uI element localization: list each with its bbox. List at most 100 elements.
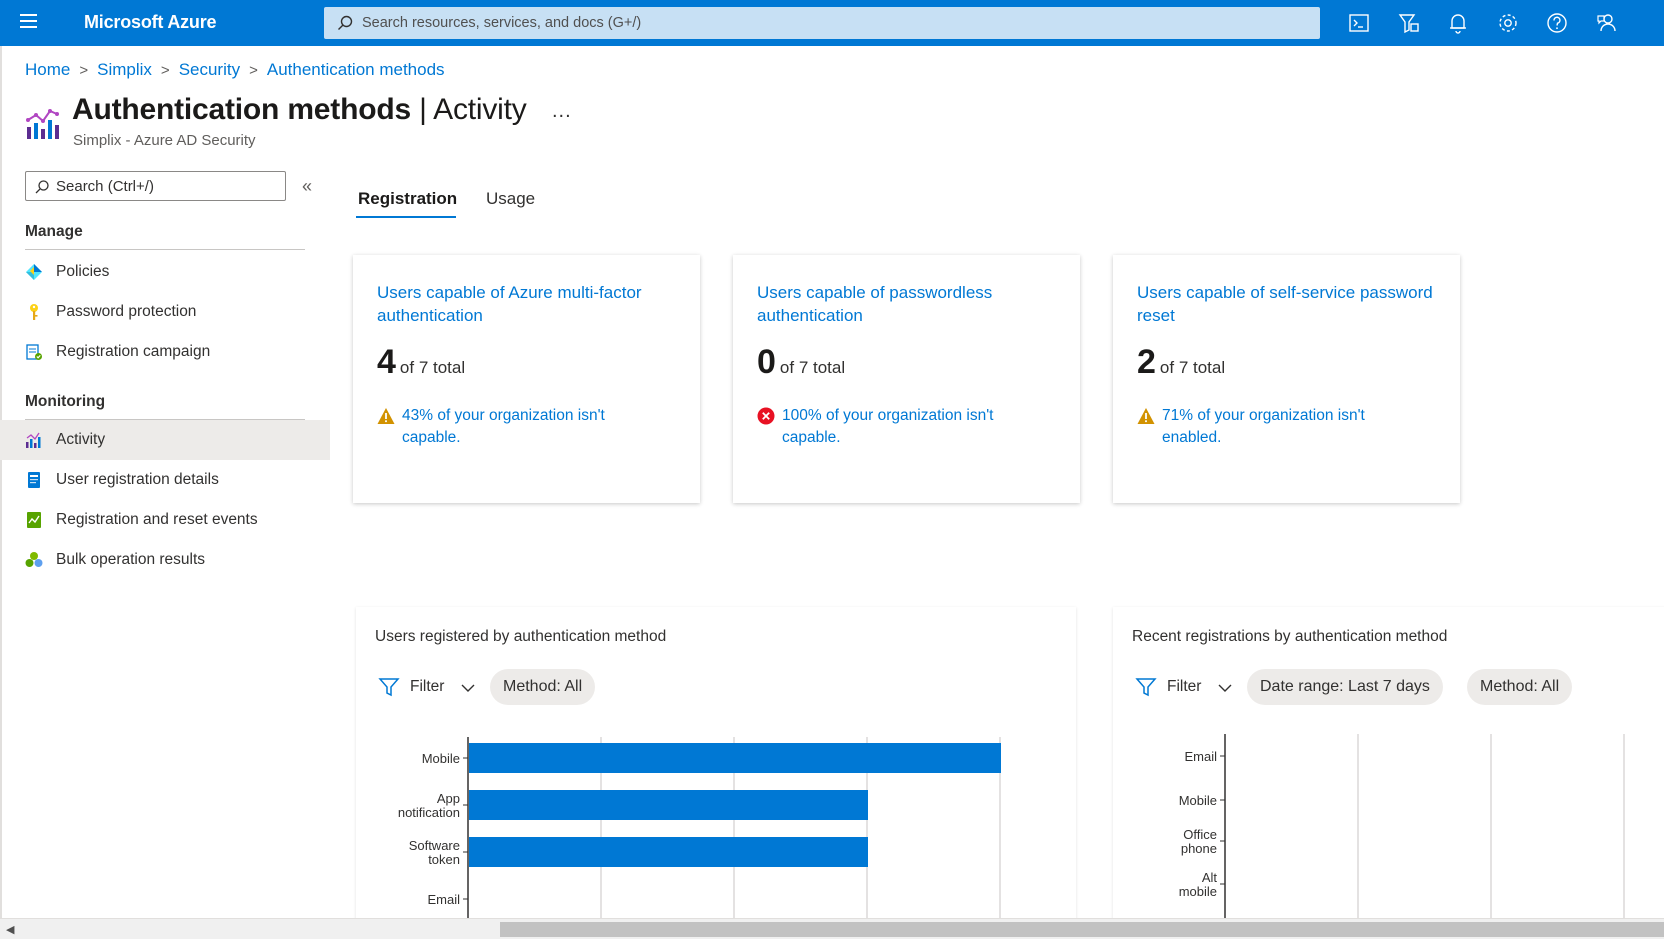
bar[interactable]: [469, 790, 868, 820]
panel-users-registered: Users registered by authentication metho…: [356, 607, 1076, 923]
sidebar-item-label: Policies: [56, 263, 110, 280]
filter-label: Filter: [1167, 678, 1202, 695]
breadcrumb: Home > Simplix > Security > Authentication met…: [25, 60, 445, 80]
portal-menu-icon[interactable]: [20, 14, 37, 28]
tick-label: Alt: [1202, 870, 1218, 885]
card-count-total: of 7 total: [779, 358, 846, 377]
filter-button[interactable]: Filter: [1135, 674, 1235, 702]
key-icon: [30, 304, 38, 320]
card-passwordless-capable: Users capable of passwordless authentica…: [733, 255, 1080, 503]
breadcrumb-simplix[interactable]: Simplix: [97, 60, 152, 79]
sidebar-item-activity[interactable]: Activity: [0, 420, 330, 460]
bar[interactable]: [469, 837, 868, 867]
sidebar-item-policies[interactable]: Policies: [0, 252, 330, 292]
filter-button[interactable]: Filter: [378, 674, 478, 702]
breadcrumb-separator: >: [160, 62, 170, 79]
chevron-down-icon: [1218, 684, 1232, 692]
bar[interactable]: [469, 743, 1001, 773]
breadcrumb-authentication-methods[interactable]: Authentication methods: [266, 60, 445, 79]
card-count-value: 0: [757, 343, 776, 381]
sidebar-item-label: Bulk operation results: [56, 551, 206, 568]
brand-title[interactable]: Microsoft Azure: [84, 12, 217, 32]
filter-icon: [378, 678, 400, 697]
sidebar-item-user-registration-details[interactable]: User registration details: [0, 460, 330, 500]
date-range-filter-pill[interactable]: Date range: Last 7 days: [1247, 669, 1443, 705]
filter-icon: [1135, 678, 1157, 697]
warning-icon: [1137, 408, 1155, 424]
card-status-message[interactable]: 71% of your organization isn't enabled.: [1162, 407, 1365, 446]
notifications-icon[interactable]: [1445, 10, 1471, 36]
page-subtitle: Simplix - Azure AD Security: [73, 132, 256, 149]
sidebar-item-label: User registration details: [56, 471, 219, 488]
sidebar-item-label: Registration and reset events: [56, 511, 258, 528]
tick-label: Email: [1184, 749, 1217, 764]
help-icon[interactable]: [1544, 10, 1570, 36]
sidebar-item-label: Registration campaign: [56, 343, 211, 360]
activity-chart-icon: [26, 109, 59, 139]
cloud-shell-icon[interactable]: [1346, 10, 1372, 36]
card-count-total: of 7 total: [399, 358, 466, 377]
tick-label: token: [428, 852, 460, 867]
tick-label: notification: [398, 805, 460, 820]
card-title[interactable]: Users capable of Azure multi-factor auth…: [377, 283, 642, 325]
horizontal-scrollbar[interactable]: ◀: [0, 918, 1664, 939]
error-icon: [757, 407, 775, 425]
bulk-operations-icon: [25, 552, 43, 567]
page-title: Authentication methods | Activity: [72, 93, 527, 127]
page-left-border: [0, 46, 2, 918]
breadcrumb-home[interactable]: Home: [25, 60, 71, 79]
more-options-button[interactable]: ...: [552, 100, 572, 122]
sidebar-heading-monitoring: Monitoring: [25, 393, 106, 410]
global-search-input[interactable]: Search resources, services, and docs (G+…: [324, 7, 1320, 39]
card-sspr-capable: Users capable of self-service password r…: [1113, 255, 1460, 503]
scroll-left-arrow-icon[interactable]: ◀: [6, 924, 15, 936]
card-count: 2 of 7 total: [1137, 343, 1225, 382]
tick-label: phone: [1181, 841, 1217, 856]
user-details-icon: [28, 472, 40, 488]
sidebar-search-input[interactable]: Search (Ctrl+/): [25, 171, 286, 201]
search-icon: [35, 180, 49, 194]
card-status-message[interactable]: 43% of your organization isn't capable.: [402, 407, 605, 446]
sidebar-item-registration-campaign[interactable]: Registration campaign: [0, 332, 330, 372]
sidebar-item-bulk-operation-results[interactable]: Bulk operation results: [0, 540, 330, 580]
tick-label: Office: [1183, 827, 1217, 842]
scrollbar-thumb[interactable]: [500, 922, 1664, 937]
tick-label: Software: [409, 838, 460, 853]
collapse-sidebar-button[interactable]: «: [302, 176, 313, 196]
sidebar-heading-manage: Manage: [25, 223, 83, 240]
method-filter-pill[interactable]: Method: All: [1467, 669, 1573, 705]
tick-label: Mobile: [1179, 793, 1217, 808]
sidebar-item-registration-and-reset-events[interactable]: Registration and reset events: [0, 500, 330, 540]
card-mfa-capable: Users capable of Azure multi-factor auth…: [353, 255, 700, 503]
sidebar-search-placeholder: Search (Ctrl+/): [56, 178, 154, 195]
directory-filter-icon[interactable]: [1396, 10, 1422, 36]
panel-title: Users registered by authentication metho…: [375, 628, 667, 645]
divider: [25, 419, 305, 420]
card-title[interactable]: Users capable of self-service password r…: [1137, 283, 1433, 325]
breadcrumb-security[interactable]: Security: [178, 60, 241, 79]
page-title-main: Authentication methods: [72, 93, 411, 126]
card-count-total: of 7 total: [1159, 358, 1226, 377]
panel-title: Recent registrations by authentication m…: [1132, 628, 1448, 645]
feedback-icon[interactable]: [1594, 10, 1620, 36]
global-search-placeholder: Search resources, services, and docs (G+…: [362, 15, 642, 31]
sidebar-item-password-protection[interactable]: Password protection: [0, 292, 330, 332]
method-filter-pill[interactable]: Method: All: [490, 669, 596, 705]
breadcrumb-separator: >: [249, 62, 258, 79]
policies-icon: [26, 264, 42, 280]
activity-chart-icon: [26, 432, 41, 448]
tick-label: Mobile: [422, 751, 460, 766]
tab-usage[interactable]: Usage: [486, 189, 536, 208]
sidebar-item-label: Activity: [56, 431, 106, 448]
settings-icon[interactable]: [1495, 10, 1521, 36]
events-icon: [27, 512, 41, 528]
tab-registration[interactable]: Registration: [358, 189, 458, 208]
registration-campaign-icon: [26, 344, 42, 360]
card-title[interactable]: Users capable of passwordless authentica…: [757, 283, 993, 325]
card-status-message[interactable]: 100% of your organization isn't capable.: [782, 407, 994, 446]
card-count: 4 of 7 total: [377, 343, 465, 382]
breadcrumb-separator: >: [79, 62, 89, 79]
card-count-value: 4: [377, 343, 396, 381]
